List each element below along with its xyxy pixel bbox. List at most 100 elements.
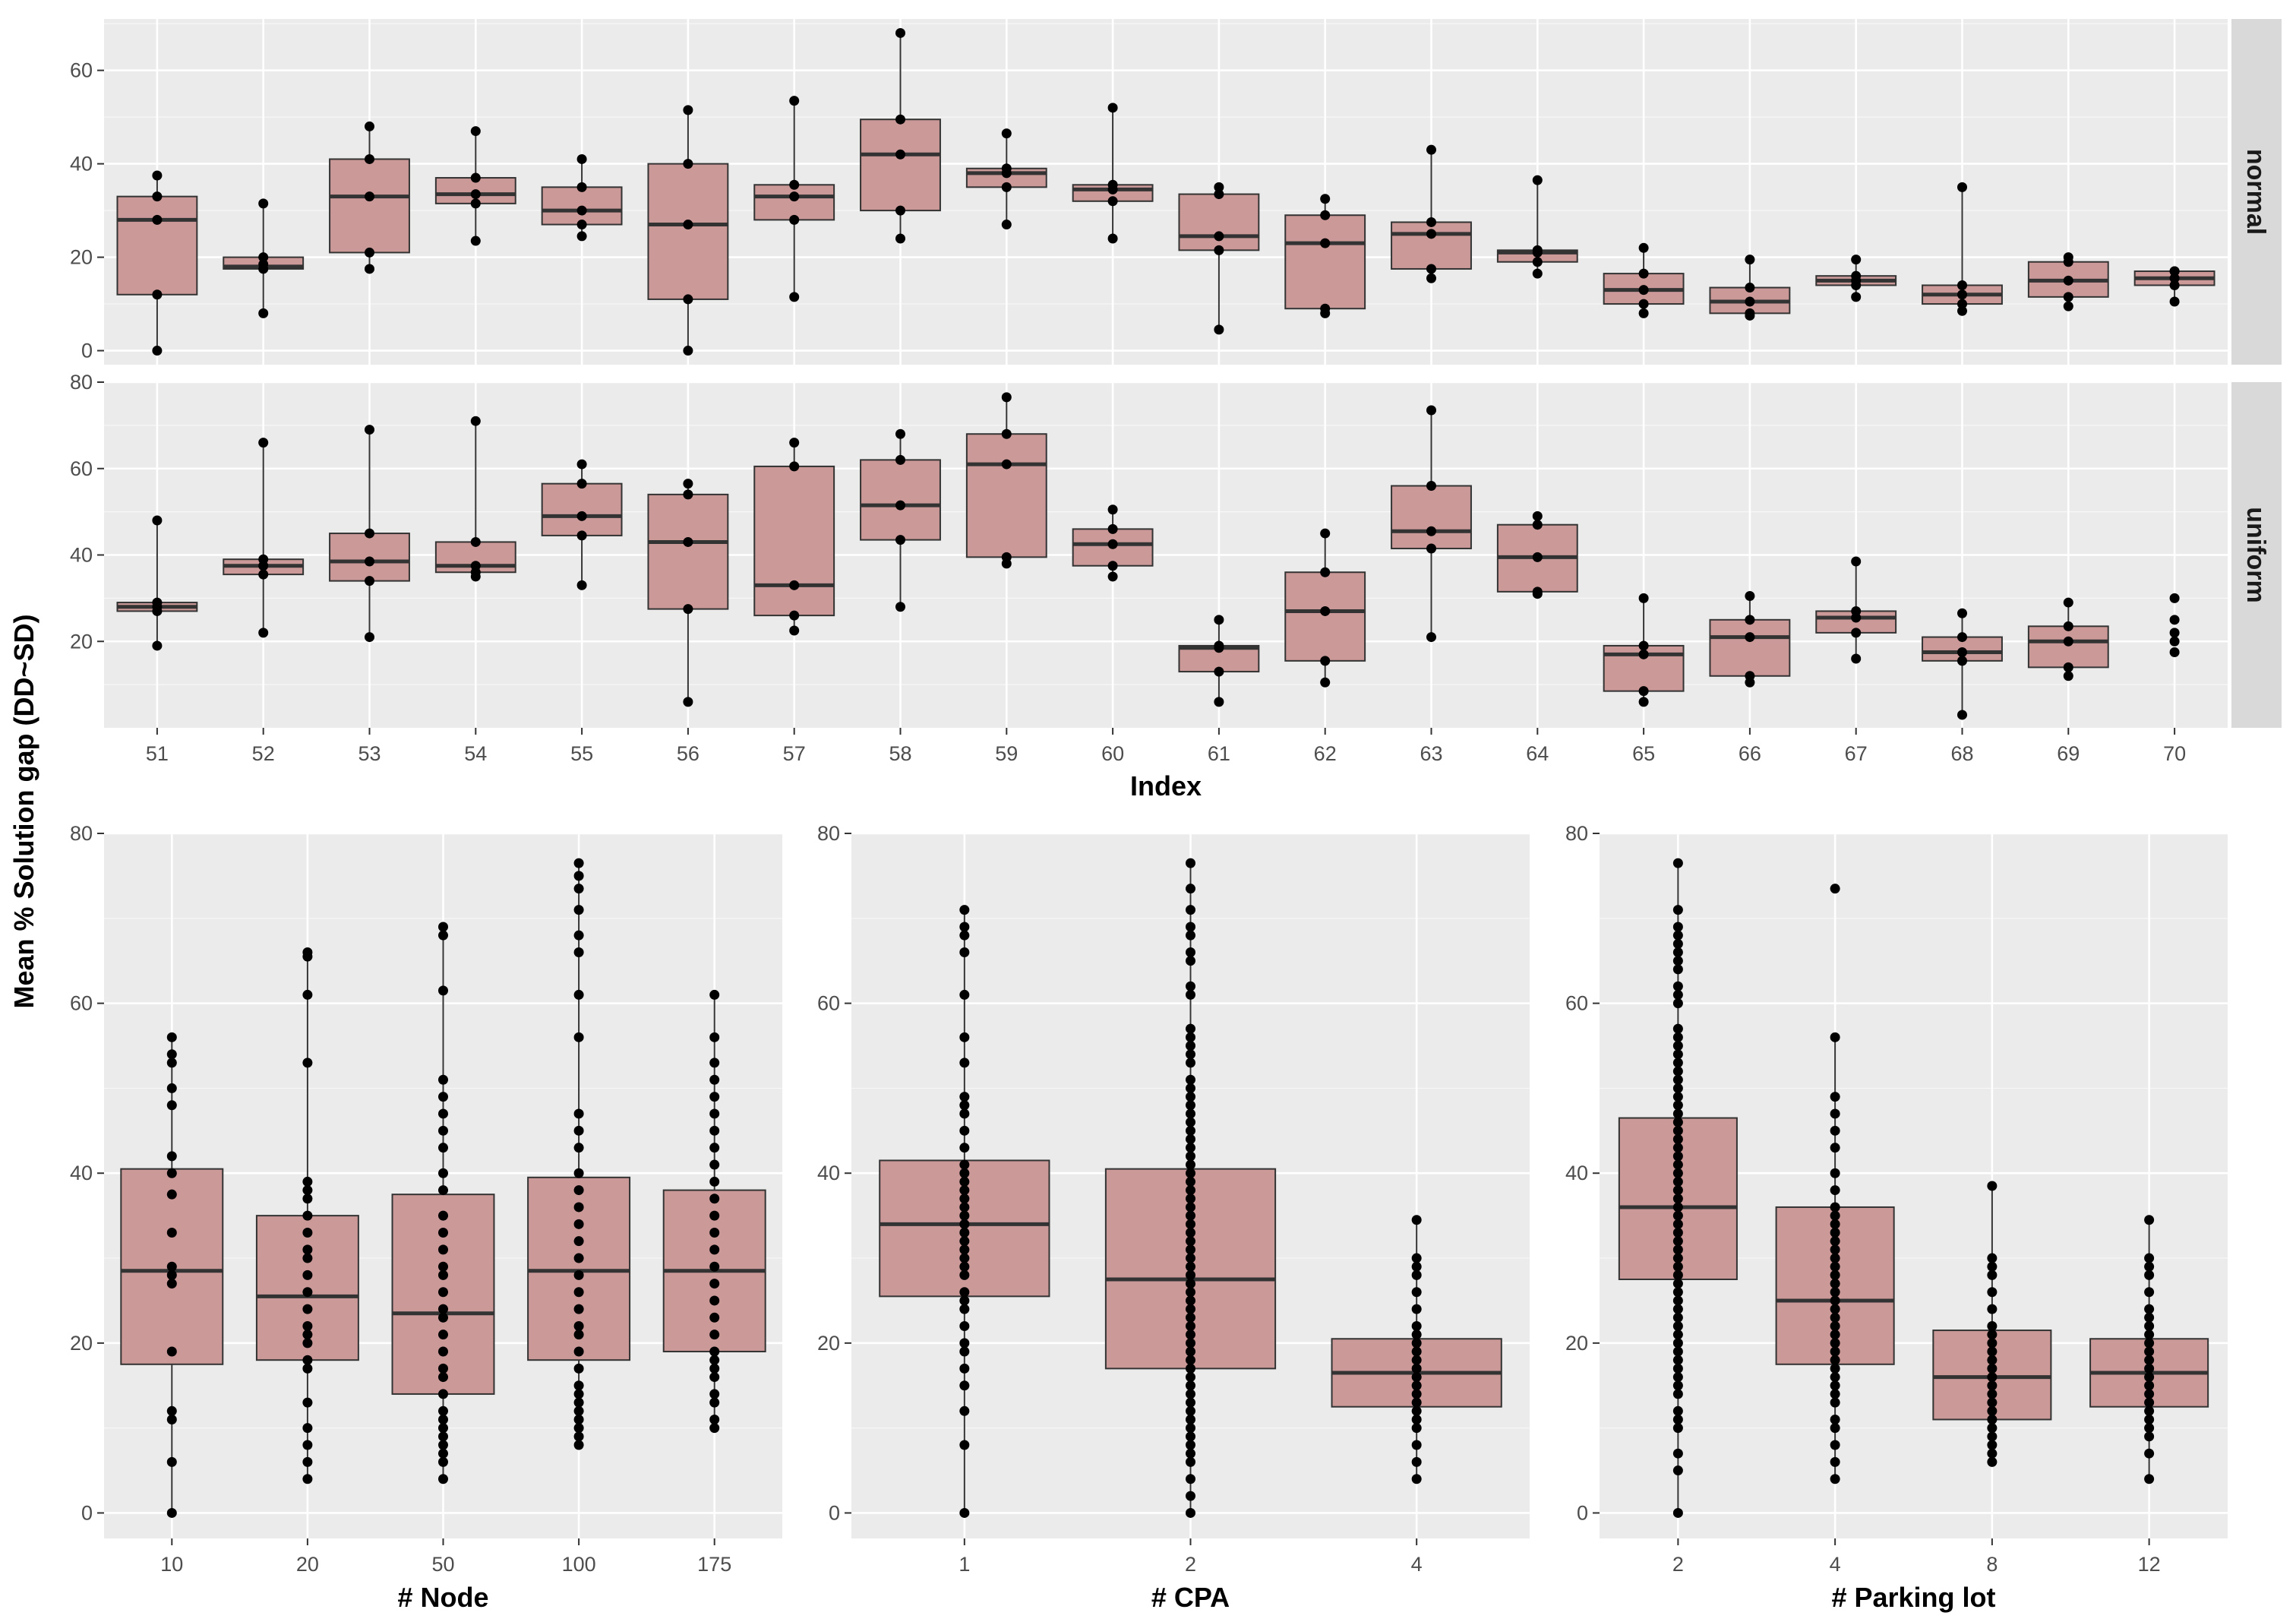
data-point (2063, 275, 2073, 286)
data-point (1987, 1181, 1998, 1191)
x-tick-label: 55 (570, 742, 593, 765)
data-point (1186, 1363, 1195, 1374)
data-point (258, 569, 269, 580)
data-point (959, 1194, 970, 1204)
data-point (2144, 1287, 2155, 1298)
facet-label-normal: normal (2241, 149, 2270, 235)
box-51 (116, 195, 198, 296)
data-point (1186, 1092, 1195, 1102)
data-point (683, 294, 693, 305)
data-point (1957, 299, 1967, 309)
data-point (1107, 561, 1118, 571)
data-point (959, 1244, 970, 1255)
data-point (1001, 182, 1012, 192)
data-point (1957, 289, 1967, 300)
data-point (470, 536, 481, 547)
panel-index-normal: 0 20 40 60 normal (70, 19, 2282, 365)
data-point (1672, 1405, 1683, 1416)
data-point (573, 871, 584, 881)
data-point (1672, 1083, 1683, 1093)
data-point (1672, 1330, 1683, 1340)
y-axis-title: Mean % Solution gap (DD~SD) (8, 614, 39, 1008)
data-point (1426, 264, 1436, 274)
data-point (573, 1236, 584, 1247)
data-point (576, 153, 587, 164)
data-point (438, 1389, 448, 1399)
data-point (2144, 1405, 2155, 1416)
data-point (709, 1159, 720, 1170)
data-point (1186, 1202, 1195, 1213)
y-tick-label: 60 (70, 59, 93, 82)
x-axis-title: # Parking lot (1831, 1582, 1995, 1613)
x-tick-label: 60 (1101, 742, 1124, 765)
data-point (1830, 1253, 1840, 1263)
data-point (1411, 1474, 1422, 1484)
data-point (573, 1304, 584, 1314)
data-point (365, 528, 374, 539)
x-tick-label: 64 (1526, 742, 1549, 765)
data-point (1426, 543, 1436, 554)
x-tick-label: 63 (1420, 742, 1442, 765)
data-point (1186, 1372, 1195, 1383)
box-66 (1709, 618, 1791, 677)
data-point (1672, 1168, 1683, 1178)
facet-strip (2231, 382, 2282, 728)
data-point (1411, 1330, 1422, 1340)
data-point (1672, 1320, 1683, 1331)
data-point (683, 536, 693, 547)
data-point (1745, 283, 1755, 293)
data-point (1186, 1143, 1195, 1153)
data-point (1830, 1287, 1840, 1298)
data-point (166, 1032, 177, 1042)
x-tick-label: 54 (464, 742, 487, 765)
data-point (573, 1168, 584, 1178)
data-point (1851, 653, 1862, 664)
data-point (683, 489, 693, 500)
data-point (683, 346, 693, 356)
panel-by-cpa: 0 20 40 60 80 1 2 4 # CPA (817, 822, 1530, 1613)
data-point (1987, 1414, 1998, 1424)
data-point (1830, 1168, 1840, 1178)
data-point (683, 604, 693, 615)
data-point (2144, 1330, 2155, 1340)
data-point (1987, 1431, 1998, 1442)
data-point (1987, 1304, 1998, 1314)
data-point (1672, 1219, 1683, 1229)
data-point (470, 198, 481, 209)
data-point (1186, 947, 1195, 958)
data-point (1186, 1151, 1195, 1162)
data-point (959, 1295, 970, 1306)
data-point (573, 1185, 584, 1196)
data-point (1830, 1236, 1840, 1247)
data-point (1186, 1474, 1195, 1484)
x-tick-label: 52 (252, 742, 275, 765)
data-point (1830, 1143, 1840, 1153)
data-point (959, 1405, 970, 1416)
data-point (1672, 1389, 1683, 1399)
data-point (1672, 1279, 1683, 1289)
data-point (438, 930, 448, 941)
data-point (1411, 1380, 1422, 1391)
data-point (438, 1074, 448, 1085)
data-point (573, 1125, 584, 1136)
data-point (959, 1269, 970, 1280)
data-point (959, 1176, 970, 1187)
data-point (1001, 220, 1012, 230)
x-tick-label: 70 (2163, 742, 2186, 765)
data-point (789, 461, 800, 472)
data-point (1107, 523, 1118, 534)
data-point (1411, 1414, 1422, 1424)
data-point (2169, 593, 2180, 603)
data-point (2063, 662, 2073, 672)
data-point (709, 1330, 720, 1340)
data-point (1532, 245, 1543, 255)
data-point (438, 1448, 448, 1459)
data-point (683, 159, 693, 169)
data-point (1107, 233, 1118, 244)
data-point (1001, 128, 1012, 139)
data-point (1186, 1083, 1195, 1093)
data-point (1830, 1092, 1840, 1102)
data-point (1830, 1269, 1840, 1280)
data-point (438, 922, 448, 932)
